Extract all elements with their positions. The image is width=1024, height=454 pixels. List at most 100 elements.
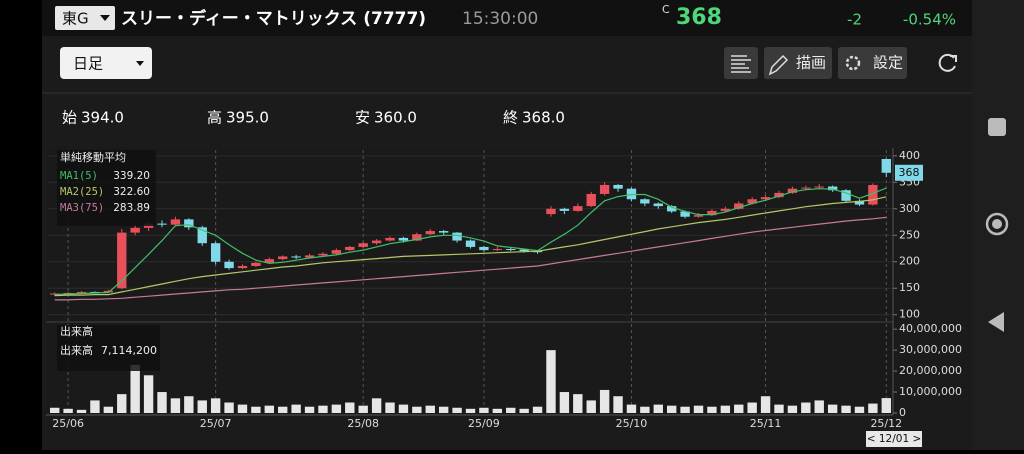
volume-bar bbox=[666, 405, 677, 413]
legend-value: 339.20 bbox=[113, 170, 150, 182]
legend-box bbox=[57, 325, 160, 371]
legend-box bbox=[57, 150, 156, 226]
volume-bar bbox=[774, 404, 784, 413]
volume-bar bbox=[532, 406, 543, 413]
volume-bar bbox=[318, 405, 328, 413]
candle-body bbox=[492, 249, 503, 251]
volume-bar bbox=[613, 396, 623, 413]
volume-bar bbox=[358, 405, 368, 413]
ma-line bbox=[54, 216, 887, 301]
ohlc-label: 高 bbox=[207, 109, 222, 127]
volume-bar bbox=[90, 400, 100, 413]
header-bar bbox=[42, 0, 972, 36]
volume-bar bbox=[76, 409, 87, 413]
pencil-icon bbox=[768, 54, 789, 76]
candle-body bbox=[640, 199, 650, 204]
y-tick-label: 150 bbox=[899, 281, 920, 294]
candle-body bbox=[760, 197, 771, 200]
candle-body bbox=[385, 237, 395, 241]
ma-line bbox=[54, 187, 887, 296]
volume-bar bbox=[345, 402, 355, 413]
ohlc-value: 360.0 bbox=[374, 109, 417, 127]
volume-bar bbox=[197, 400, 207, 413]
volume-bar bbox=[385, 402, 395, 413]
volume-bar bbox=[586, 400, 596, 413]
dropdown-arrow bbox=[136, 61, 144, 66]
volume-bar bbox=[640, 406, 650, 413]
candle-body bbox=[278, 256, 288, 260]
period: 日足 bbox=[73, 55, 103, 73]
candle-body bbox=[734, 203, 744, 209]
volume-bar bbox=[760, 396, 771, 413]
volume-bar bbox=[854, 406, 865, 413]
ohlc-label: 終 bbox=[503, 109, 518, 127]
ohlc-row: 始 394.0 高 395.0 安 360.0 終 368.0 bbox=[62, 109, 565, 127]
volume-bar bbox=[103, 406, 114, 413]
volume-bar bbox=[251, 406, 261, 413]
ohlc-value: 368.0 bbox=[522, 109, 565, 127]
candle-body bbox=[573, 206, 583, 211]
candle-body bbox=[130, 227, 140, 233]
list-button[interactable] bbox=[724, 47, 758, 79]
candle-body bbox=[720, 208, 731, 211]
candle-body bbox=[559, 208, 570, 211]
candle-body bbox=[680, 211, 690, 217]
nav-home[interactable] bbox=[985, 212, 1009, 236]
stock-title: スリー・ディー・マトリックス (7777) bbox=[121, 8, 426, 29]
volume-bar bbox=[680, 406, 690, 413]
candle-body bbox=[157, 223, 167, 225]
legend-value: 322.60 bbox=[113, 186, 150, 198]
candle-body bbox=[438, 231, 449, 233]
dropdown-arrow bbox=[100, 15, 110, 21]
nav-recent[interactable] bbox=[988, 118, 1006, 136]
ma-line bbox=[54, 196, 887, 297]
legend-title: 単純移動平均 bbox=[60, 150, 126, 164]
draw-button[interactable] bbox=[764, 47, 832, 79]
y-tick-label: 100 bbox=[899, 308, 920, 321]
price: 368 bbox=[676, 5, 722, 30]
candle-body bbox=[854, 200, 865, 205]
candle-body bbox=[103, 290, 114, 293]
volume-bar bbox=[626, 404, 637, 413]
volume-bar bbox=[143, 375, 154, 413]
price-prefix: C bbox=[662, 3, 670, 16]
candle-body bbox=[76, 291, 87, 293]
volume-bar bbox=[425, 405, 435, 413]
candle-body bbox=[653, 203, 663, 207]
volume-bar bbox=[841, 405, 851, 413]
price-badge bbox=[895, 164, 923, 181]
gear-icon bbox=[845, 55, 861, 71]
time: 15:30:00 bbox=[462, 9, 538, 29]
candle-body bbox=[841, 190, 851, 201]
cursor-box bbox=[866, 431, 922, 447]
settings-button[interactable] bbox=[838, 47, 907, 79]
volume-bar bbox=[371, 398, 382, 413]
volume-bar bbox=[573, 394, 583, 413]
volume-bar bbox=[210, 398, 221, 413]
x-tick-label: 25/11 bbox=[750, 417, 782, 430]
volume-bar bbox=[438, 406, 449, 413]
settings-label: 設定 bbox=[873, 54, 903, 72]
candle-body bbox=[774, 192, 784, 198]
volume-bar bbox=[787, 405, 798, 413]
x-tick-label: 25/09 bbox=[468, 417, 500, 430]
volume-bar bbox=[693, 405, 704, 413]
volume-bar bbox=[63, 408, 73, 413]
list-icon bbox=[731, 55, 751, 73]
candle-body bbox=[546, 208, 556, 215]
candle-body bbox=[371, 240, 382, 244]
draw-label: 描画 bbox=[796, 54, 826, 72]
nav-back[interactable] bbox=[988, 312, 1004, 332]
ohlc-label: 安 bbox=[355, 109, 370, 127]
chart-area bbox=[46, 148, 896, 415]
period-select[interactable] bbox=[60, 47, 152, 79]
candle-body bbox=[237, 265, 248, 269]
candle-body bbox=[184, 219, 194, 228]
market-select[interactable] bbox=[55, 6, 115, 30]
volume-bar bbox=[881, 398, 891, 413]
refresh-icon[interactable] bbox=[938, 53, 956, 72]
volume-bar bbox=[184, 396, 194, 413]
candle-body bbox=[787, 188, 798, 193]
candle-body bbox=[291, 256, 301, 258]
